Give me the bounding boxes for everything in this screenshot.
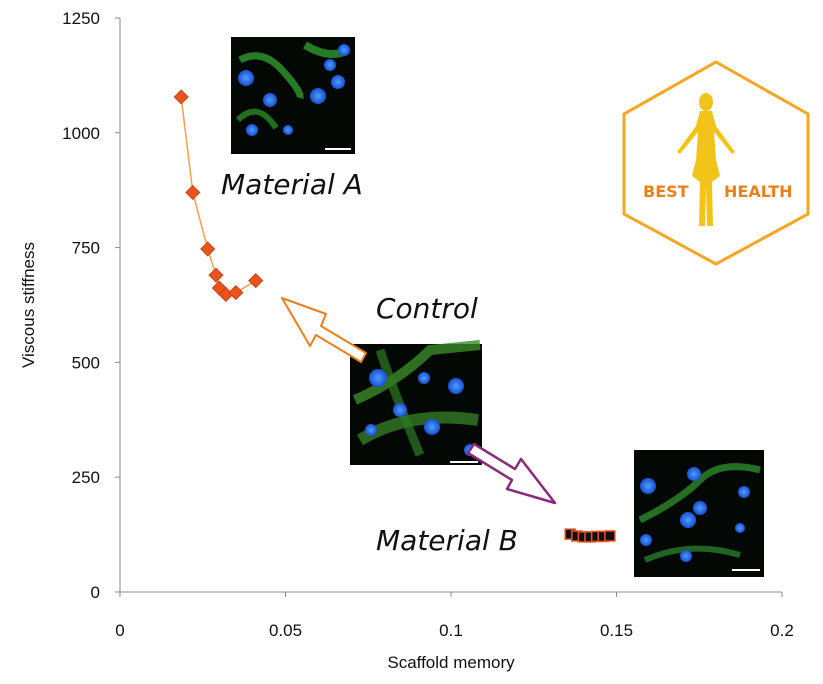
data-point [228, 285, 244, 301]
y-tick-label: 250 [72, 468, 100, 487]
axes: 0 0.05 0.1 0.15 0.2 0 250 500 750 1000 1250 [62, 9, 794, 640]
material-b-micrograph [634, 450, 764, 577]
annotation-control: Control [376, 292, 478, 325]
x-tick-label: 0.05 [269, 621, 302, 640]
series-material-a [173, 89, 264, 303]
y-tick-label: 0 [91, 583, 100, 602]
annotation-material-a: Material A [221, 168, 363, 201]
best-health-logo: BEST HEALTH [622, 60, 810, 266]
series-material-b [564, 528, 616, 543]
y-tick-label: 500 [72, 353, 100, 372]
data-point [200, 241, 216, 257]
y-tick-label: 1000 [62, 124, 100, 143]
logo-right-text: HEALTH [724, 182, 793, 201]
y-ticks: 0 250 500 750 1000 1250 [62, 9, 120, 602]
arrow-control-to-material-a [281, 297, 367, 363]
control-micrograph [350, 340, 482, 465]
person-figure-icon [677, 93, 735, 226]
data-point [173, 89, 189, 105]
x-tick-label: 0.2 [770, 621, 794, 640]
data-point [185, 184, 201, 201]
x-ticks: 0 0.05 0.1 0.15 0.2 [115, 592, 794, 640]
logo-left-text: BEST [643, 182, 689, 201]
x-tick-label: 0 [115, 621, 124, 640]
x-tick-label: 0.15 [600, 621, 633, 640]
y-tick-label: 1250 [62, 9, 100, 28]
annotation-material-b: Material B [376, 524, 518, 557]
data-point [604, 530, 616, 542]
x-tick-label: 0.1 [439, 621, 463, 640]
y-tick-label: 750 [72, 239, 100, 258]
series-layer [173, 89, 616, 543]
x-axis-title: Scaffold memory [387, 653, 515, 672]
data-point [208, 267, 224, 283]
y-axis-title: Viscous stiffness [19, 242, 38, 368]
data-point [248, 273, 264, 289]
material-a-micrograph [231, 37, 355, 154]
arrow-control-to-material-b [466, 442, 557, 505]
